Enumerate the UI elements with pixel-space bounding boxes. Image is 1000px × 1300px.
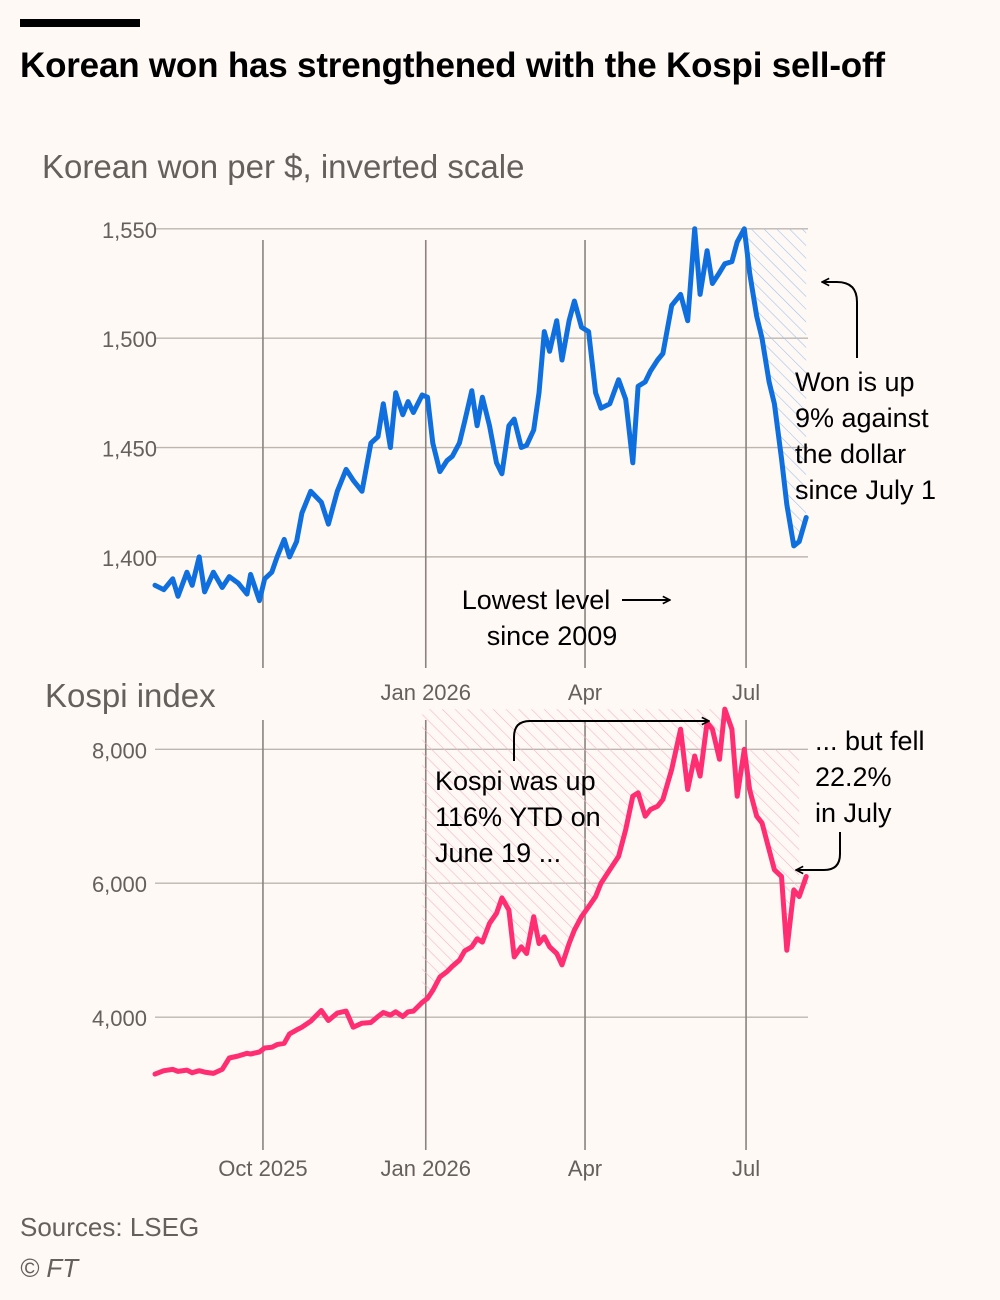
won-y-tick-label: 1,400 bbox=[102, 546, 157, 571]
kospi-chart-title: Kospi index bbox=[45, 677, 216, 714]
won-x-tick-label: Jan 2026 bbox=[380, 680, 471, 705]
kospi-y-tick-labels: 4,000 6,000 8,000 bbox=[92, 738, 147, 1031]
won-low-annotation-line-2: since 2009 bbox=[487, 621, 618, 651]
kospi-july-annotation-line-1: ... but fell bbox=[815, 726, 925, 756]
kospi-ytd-gain-hatched-area bbox=[422, 709, 725, 1003]
won-chart-title: Korean won per $, inverted scale bbox=[42, 148, 524, 185]
won-x-tick-label: Apr bbox=[568, 680, 602, 705]
won-gain-annotation-line-3: the dollar bbox=[795, 439, 906, 469]
won-y-tick-label: 1,550 bbox=[102, 218, 157, 243]
kospi-y-tick-label: 4,000 bbox=[92, 1006, 147, 1031]
kospi-july-arrow bbox=[796, 832, 841, 870]
kospi-x-tick-labels: Oct 2025 Jan 2026 Apr Jul bbox=[218, 1156, 760, 1181]
won-y-tick-labels: 1,400 1,450 1,500 1,550 bbox=[102, 218, 157, 571]
kospi-ytd-arrow bbox=[513, 721, 709, 761]
won-x-tick-label: Jul bbox=[732, 680, 760, 705]
kospi-y-tick-label: 6,000 bbox=[92, 872, 147, 897]
won-gain-annotation-line-1: Won is up bbox=[795, 367, 915, 397]
kospi-x-tick-label: Oct 2025 bbox=[218, 1156, 307, 1181]
won-panel: Korean won per $, inverted scale 1,4001,… bbox=[42, 148, 936, 705]
kospi-ytd-annotation-line-3: June 19 ... bbox=[435, 838, 561, 868]
copyright: © FT bbox=[20, 1253, 79, 1283]
won-y-tick-label: 1,450 bbox=[102, 437, 157, 462]
won-gain-arrow bbox=[822, 282, 858, 358]
won-gain-annotation: Won is up 9% against the dollar since Ju… bbox=[795, 282, 936, 505]
kospi-ytd-annotation-line-1: Kospi was up bbox=[435, 766, 596, 796]
ft-top-bar bbox=[20, 19, 140, 27]
kospi-july-annotation: ... but fell 22.2% in July bbox=[796, 726, 925, 870]
won-y-tick-label: 1,500 bbox=[102, 327, 157, 352]
won-july-gain-hatched-area bbox=[744, 228, 807, 546]
kospi-panel: Kospi index 4,000 6,000 8,000 Oct 2025 Jan … bbox=[45, 677, 925, 1181]
won-low-annotation-line-1: Lowest level bbox=[462, 585, 611, 615]
kospi-ytd-annotation-line-2: 116% YTD on bbox=[435, 802, 601, 832]
won-series-line bbox=[152, 226, 809, 604]
headline: Korean won has strengthened with the Kos… bbox=[20, 46, 885, 85]
kospi-series-line bbox=[152, 706, 809, 1077]
won-gain-annotation-line-2: 9% against bbox=[795, 403, 929, 433]
won-gain-annotation-line-4: since July 1 bbox=[795, 475, 936, 505]
won-x-gridlines bbox=[262, 240, 747, 668]
kospi-x-tick-label: Jul bbox=[732, 1156, 760, 1181]
kospi-july-annotation-line-2: 22.2% bbox=[815, 762, 892, 792]
kospi-x-tick-label: Jan 2026 bbox=[380, 1156, 471, 1181]
won-y-gridlines bbox=[155, 228, 808, 558]
won-low-annotation: Lowest level since 2009 bbox=[462, 585, 670, 651]
kospi-x-tick-label: Apr bbox=[568, 1156, 602, 1181]
kospi-y-tick-label: 8,000 bbox=[92, 738, 147, 763]
won-x-tick-labels: Jan 2026 Apr Jul bbox=[380, 680, 760, 705]
source-note: Sources: LSEG bbox=[20, 1212, 200, 1242]
kospi-july-annotation-line-3: in July bbox=[815, 798, 892, 828]
kospi-ytd-annotation: Kospi was up 116% YTD on June 19 ... bbox=[435, 721, 709, 868]
